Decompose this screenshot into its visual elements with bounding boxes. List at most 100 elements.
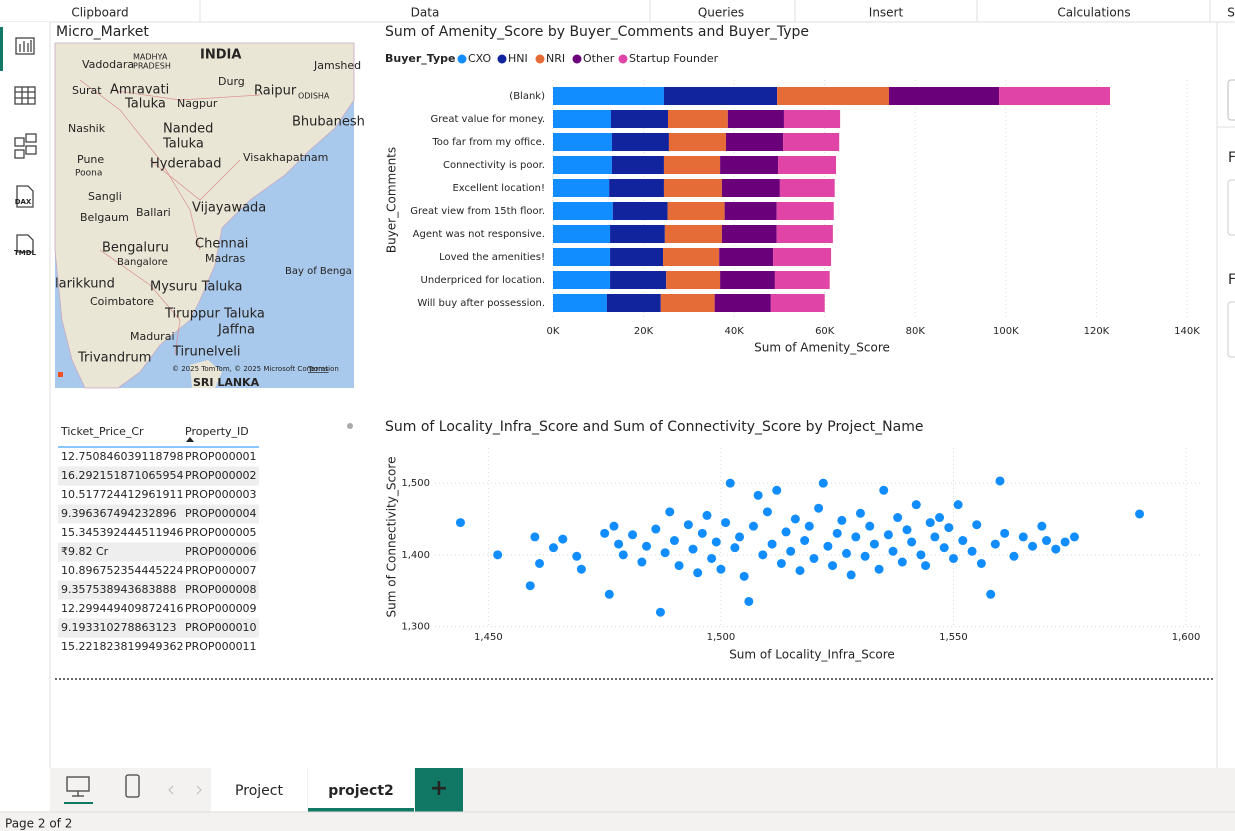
bar-segment[interactable] [666,271,721,289]
scatter-point[interactable] [493,550,503,560]
scatter-point[interactable] [846,570,856,580]
scatter-point[interactable] [735,532,745,542]
legend-label[interactable]: Other [583,52,615,65]
scatter-point[interactable] [1042,536,1052,546]
scatter-point[interactable] [637,557,647,567]
scatter-point[interactable] [790,514,800,524]
scatter-point[interactable] [558,534,568,544]
scatter-point[interactable] [655,607,665,617]
sort-indicator[interactable] [186,437,194,442]
pane-box[interactable] [1227,301,1235,358]
scatter-point[interactable] [786,546,796,556]
scatter-point[interactable] [776,558,786,568]
scatter-point[interactable] [976,558,986,568]
bar-segment[interactable] [553,202,613,220]
scatter-point[interactable] [972,520,982,530]
bar-segment[interactable] [774,271,830,289]
bar-segment[interactable] [610,225,665,243]
bar-segment[interactable] [783,133,840,151]
scatter-point[interactable] [851,532,861,542]
scatter-point[interactable] [869,539,879,549]
scatter-point[interactable] [911,500,921,510]
scatter-point[interactable] [702,510,712,520]
scatter-point[interactable] [804,521,814,531]
tab-scroll[interactable] [168,785,202,795]
bar-segment[interactable] [553,179,610,197]
scatter-point[interactable] [762,507,772,517]
bar-segment[interactable] [660,294,715,312]
bar-segment[interactable] [553,271,611,289]
bar-segment[interactable] [553,248,611,266]
scatter-point[interactable] [1037,521,1047,531]
scatter-point[interactable] [642,541,652,551]
scatter-point[interactable] [600,528,610,538]
scatter-point[interactable] [1018,532,1028,542]
bar-segment[interactable] [553,225,611,243]
scatter-point[interactable] [832,528,842,538]
bar-segment[interactable] [999,87,1111,105]
scatter-point[interactable] [944,523,954,533]
dax-view-icon[interactable] [16,185,34,208]
bar-segment[interactable] [611,156,664,174]
bar-segment[interactable] [610,271,667,289]
scatter-point[interactable] [842,548,852,558]
scatter-point[interactable] [548,543,558,553]
bar-segment[interactable] [553,294,607,312]
scatter-point[interactable] [614,539,624,549]
scatter-point[interactable] [874,564,884,574]
scatter-point[interactable] [693,568,703,578]
scatter-point[interactable] [925,518,935,528]
scatter-point[interactable] [907,537,917,547]
legend-label[interactable]: Startup Founder [629,52,719,65]
model-view-icon[interactable] [14,133,37,159]
bar-segment[interactable] [721,179,780,197]
scatter-point[interactable] [576,564,586,574]
bar-segment[interactable] [889,87,1000,105]
scatter-point[interactable] [753,490,763,500]
scatter-point[interactable] [823,541,833,551]
scatter-point[interactable] [758,550,768,560]
bar-segment[interactable] [610,248,664,266]
scatter-point[interactable] [455,518,465,528]
scatter-point[interactable] [995,476,1005,486]
scatter-point[interactable] [967,546,977,556]
add-page-label[interactable]: + [430,776,448,801]
scatter-point[interactable] [730,543,740,553]
bar-segment[interactable] [663,156,721,174]
scatter-point[interactable] [683,520,693,530]
scatter-point[interactable] [530,532,540,542]
bar-segment[interactable] [663,248,720,266]
scatter-point[interactable] [1069,532,1079,542]
scatter-point[interactable] [1060,537,1070,547]
scatter-point[interactable] [1135,509,1145,519]
scatter-point[interactable] [697,528,707,538]
bar-segment[interactable] [664,225,722,243]
scatter-point[interactable] [935,513,945,523]
bar-segment[interactable] [611,133,669,151]
bar-segment[interactable] [668,133,726,151]
scatter-point[interactable] [651,524,661,534]
scatter-point[interactable] [921,561,931,571]
bar-segment[interactable] [720,156,779,174]
scatter-point[interactable] [669,536,679,546]
scatter-point[interactable] [744,596,754,606]
tmdl-view-icon[interactable] [16,234,34,253]
scatter-point[interactable] [930,532,940,542]
scatter-point[interactable] [767,539,777,549]
scatter-point[interactable] [604,589,614,599]
bar-segment[interactable] [777,87,890,105]
map-terms[interactable]: Terms [307,365,329,373]
scatter-point[interactable] [860,551,870,561]
scatter-point[interactable] [865,521,875,531]
bar-segment[interactable] [609,179,664,197]
scatter-point[interactable] [665,507,675,517]
scatter-point[interactable] [711,537,721,547]
bar-segment[interactable] [553,110,611,128]
legend-label[interactable]: CXO [468,52,492,65]
scatter-point[interactable] [707,553,717,563]
mobile-layout[interactable] [125,774,140,798]
scatter-point[interactable] [828,561,838,571]
scatter-point[interactable] [618,550,628,560]
scatter-point[interactable] [1051,544,1061,554]
scatter-point[interactable] [939,543,949,553]
